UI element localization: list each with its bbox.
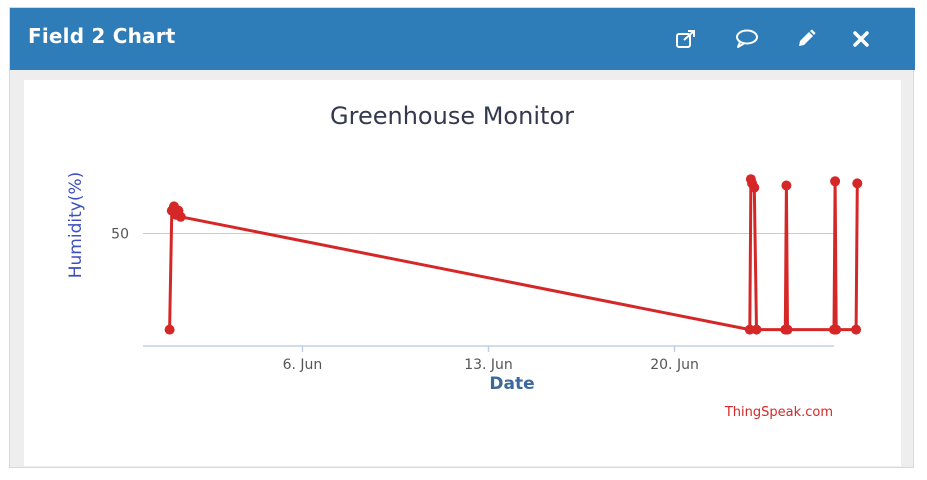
chart-widget: Field 2 Chart Green (9, 7, 915, 468)
external-link-icon (676, 30, 695, 48)
widget-title: Field 2 Chart (28, 24, 176, 48)
humidity-chart: Greenhouse Monitor Humidity(%) Date Thin… (66, 102, 863, 420)
close-icon (853, 31, 869, 47)
widget-header: Field 2 Chart (10, 8, 915, 70)
y-tick-label: 50 (111, 227, 129, 243)
data-point[interactable] (175, 211, 186, 222)
data-point[interactable] (782, 324, 793, 335)
pencil-icon (799, 29, 816, 46)
x-tick-label: 13. Jun (464, 357, 513, 373)
data-point[interactable] (852, 178, 863, 189)
data-point[interactable] (164, 324, 175, 335)
close-button[interactable] (844, 22, 878, 56)
data-point[interactable] (851, 324, 862, 335)
data-point[interactable] (749, 182, 760, 193)
y-axis-label: Humidity(%) (66, 172, 86, 279)
chart-panel: Greenhouse Monitor Humidity(%) Date Thin… (24, 80, 901, 466)
data-point[interactable] (830, 176, 841, 187)
data-point[interactable] (751, 324, 762, 335)
data-point[interactable] (781, 180, 792, 191)
series-line (168, 177, 859, 332)
edit-button[interactable] (789, 22, 823, 56)
comment-icon (736, 29, 758, 48)
x-tick-label: 6. Jun (283, 357, 323, 373)
chart-credit[interactable]: ThingSpeak.com (724, 405, 833, 420)
comment-button[interactable] (730, 22, 764, 56)
x-tick-label: 20. Jun (650, 357, 699, 373)
chart-title: Greenhouse Monitor (330, 102, 574, 130)
external-link-button[interactable] (669, 22, 703, 56)
x-axis-label: Date (489, 374, 534, 394)
data-point[interactable] (831, 324, 842, 335)
